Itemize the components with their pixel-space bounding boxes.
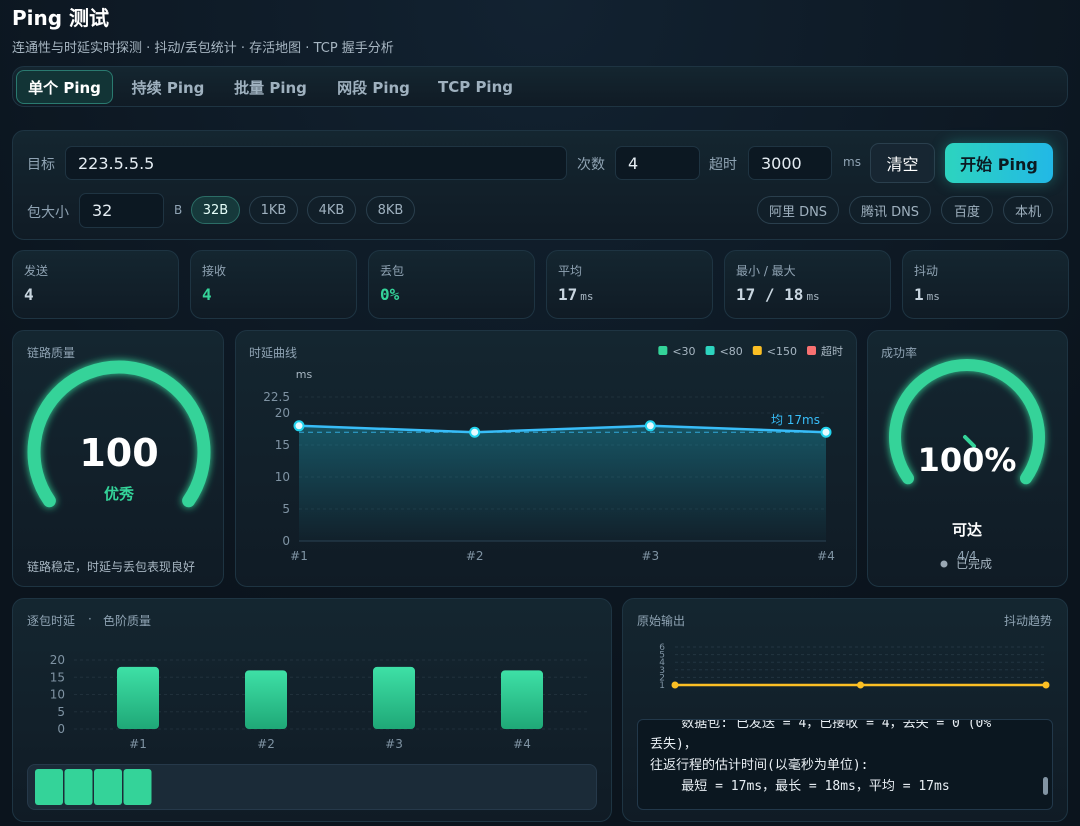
stat-value: 17 / 18 (736, 285, 804, 304)
stat-label: 发送 (24, 264, 49, 278)
target-input[interactable]: 223.5.5.5 (65, 146, 567, 180)
quality-card (12, 330, 224, 587)
count-input[interactable]: 4 (615, 146, 700, 180)
target-label: 目标 (27, 157, 55, 173)
tab[interactable]: 单个 Ping (16, 70, 113, 104)
stat-value-row: 4 (24, 285, 34, 304)
stat-value: 1 (914, 285, 924, 304)
page-subtitle: 连通性与时延实时探测 · 抖动/丢包统计 · 存活地图 · TCP 握手分析 (12, 41, 394, 56)
output-line: 丢失)， (650, 737, 697, 752)
size-input[interactable]: 32 (79, 193, 164, 228)
per-packet-subtitle: 色阶质量 (103, 614, 152, 628)
size-chip[interactable]: 32B (191, 196, 240, 224)
scrollbar (1043, 777, 1048, 795)
stat-value-row: 17 ms (558, 285, 594, 304)
tab[interactable]: 网段 Ping (337, 78, 410, 97)
dns-chip[interactable]: 腾讯 DNS (849, 196, 931, 224)
stat-value: 0% (380, 285, 400, 304)
dns-chip[interactable]: 阿里 DNS (757, 196, 839, 224)
size-chip[interactable]: 1KB (249, 196, 298, 224)
stat-value: 4 (24, 285, 34, 304)
tab[interactable]: 持续 Ping (131, 78, 205, 97)
raw-lines: 数据包: 已发送 = 4，已接收 = 4，丢失 = 0 (0% 丢失)， 往返行程的… (650, 719, 992, 797)
stat-value: 4 (202, 285, 212, 304)
page-title: Ping 测试 (12, 6, 110, 30)
output-line: 往返行程的估计时间(以毫秒为单位): (650, 758, 869, 773)
size-chip[interactable]: 4KB (307, 196, 356, 224)
output-line: 最短 = 17ms，最长 = 18ms，平均 = 17ms (650, 779, 950, 794)
size-unit: B (174, 203, 183, 217)
stat-card (724, 250, 891, 319)
dns-chip[interactable]: 百度 (941, 196, 993, 224)
stat-label: 最小 / 最大 (736, 264, 796, 278)
stat-unit: ms (580, 290, 594, 303)
quality-title: 链路质量 (27, 346, 76, 360)
per-packet-title: 逐包时延 (27, 614, 76, 628)
raw-title: 原始输出 (637, 614, 686, 628)
quality-note: 链路稳定，时延与丢包表现良好 (27, 560, 196, 574)
size-label: 包大小 (27, 205, 69, 221)
output-line: 数据包: 已发送 = 4，已接收 = 4，丢失 = 0 (0% (650, 719, 992, 731)
tab[interactable]: TCP Ping (437, 78, 513, 96)
stat-value-row: 4 (202, 285, 212, 304)
stat-label: 接收 (202, 264, 227, 278)
stat-card (190, 250, 357, 319)
stat-value-row: 0% (380, 285, 399, 304)
timeout-label: 超时 (709, 157, 737, 173)
clear-button[interactable]: 清空 (870, 143, 935, 183)
per-packet-separator: · (88, 612, 92, 626)
stat-label: 丢包 (380, 264, 405, 278)
stat-unit: ms (926, 290, 940, 303)
success-title: 成功率 (881, 346, 918, 360)
timeout-unit: ms (843, 155, 861, 169)
stat-value: 17 (558, 285, 578, 304)
stat-unit: ms (806, 290, 820, 303)
tab[interactable]: 批量 Ping (234, 78, 307, 97)
stat-card (902, 250, 1069, 319)
latency-card (235, 330, 857, 587)
heat-strip (27, 764, 597, 810)
stat-card (12, 250, 179, 319)
dns-chip[interactable]: 本机 (1003, 196, 1053, 224)
count-label: 次数 (577, 157, 605, 173)
stat-value-row: 1 ms (914, 285, 940, 304)
latency-title: 时延曲线 (249, 346, 298, 360)
start-button[interactable]: 开始 Ping (945, 143, 1053, 183)
tab-bar (12, 66, 1068, 107)
stat-card (368, 250, 535, 319)
stat-value-row: 17 / 18 ms (736, 285, 820, 304)
jitter-title: 抖动趋势 (1004, 614, 1053, 628)
stat-label: 平均 (558, 264, 583, 278)
stat-label: 抖动 (914, 264, 939, 278)
stat-card (546, 250, 713, 319)
timeout-input[interactable]: 3000 (748, 146, 832, 180)
success-card (867, 330, 1068, 587)
size-chip[interactable]: 8KB (366, 196, 415, 224)
raw-output-box: 数据包: 已发送 = 4，已接收 = 4，丢失 = 0 (0% 丢失)， 往返行程的… (637, 719, 1053, 810)
